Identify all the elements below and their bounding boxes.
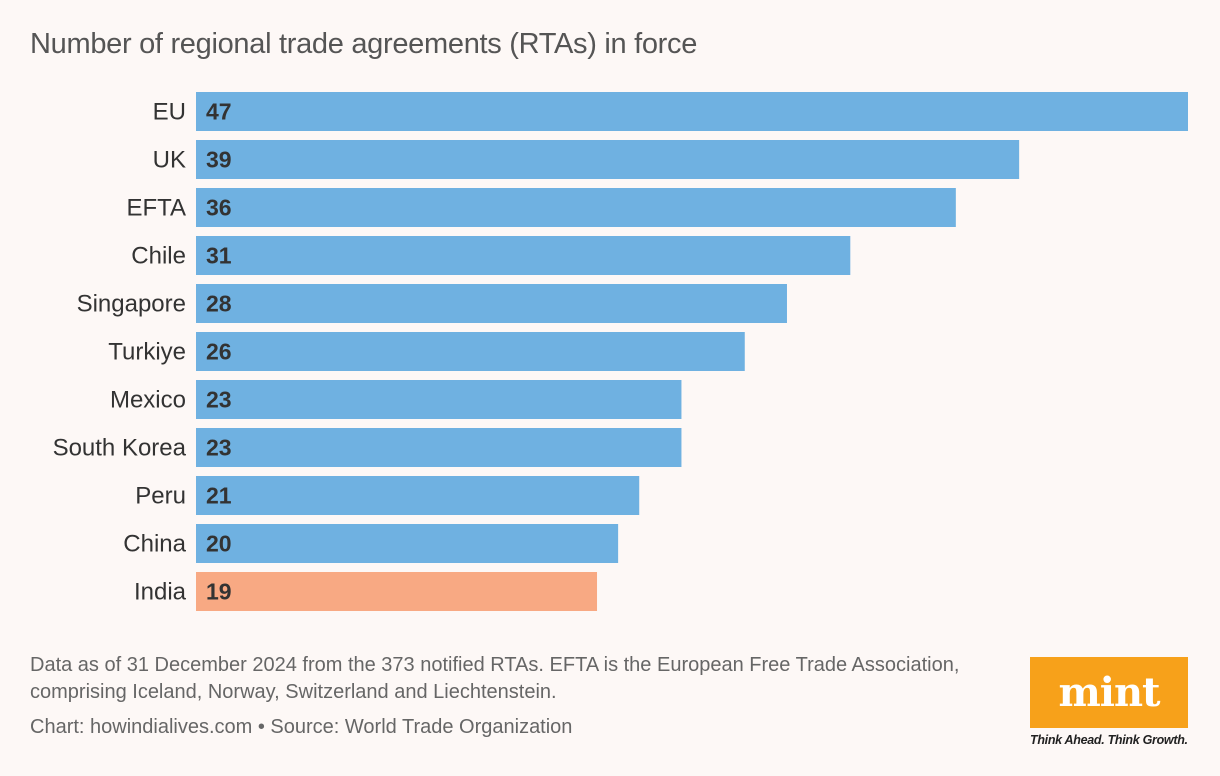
value-label-eu: 47 — [206, 99, 232, 125]
bar-south-korea — [196, 428, 682, 467]
bar-peru — [196, 476, 640, 515]
logo-tagline: Think Ahead. Think Growth. — [1030, 733, 1188, 747]
chart-title: Number of regional trade agreements (RTA… — [30, 28, 698, 60]
bar-efta — [196, 188, 956, 227]
value-label-mexico: 23 — [206, 387, 232, 413]
bar-china — [196, 524, 619, 563]
bar-chart: EU 47 UK 39 EFTA 36 Chile 31 Singapore 28 Turkiye 2… — [53, 92, 1188, 611]
bar-eu — [196, 92, 1188, 131]
bar-singapore — [196, 284, 787, 323]
value-label-singapore: 28 — [206, 291, 232, 317]
bar-uk — [196, 140, 1020, 179]
category-label-turkiye: Turkiye — [108, 339, 186, 366]
logo-text: mint — [1058, 668, 1160, 716]
value-label-uk: 39 — [206, 147, 232, 173]
bar-mexico — [196, 380, 682, 419]
value-label-south-korea: 23 — [206, 435, 232, 461]
chart-credit: Chart: howindialives.com • Source: World… — [30, 716, 573, 738]
category-label-peru: Peru — [135, 483, 186, 510]
category-label-efta: EFTA — [126, 195, 186, 222]
category-label-south-korea: South Korea — [53, 435, 187, 462]
value-label-peru: 21 — [206, 483, 232, 509]
category-label-uk: UK — [153, 147, 186, 174]
value-label-chile: 31 — [206, 243, 232, 269]
bar-turkiye — [196, 332, 745, 371]
mint-logo[interactable]: mint — [1030, 657, 1188, 728]
chart-note: Data as of 31 December 2024 from the 373… — [30, 654, 960, 703]
value-label-efta: 36 — [206, 195, 232, 221]
value-label-india: 19 — [206, 579, 232, 605]
bar-chile — [196, 236, 851, 275]
value-label-turkiye: 26 — [206, 339, 232, 365]
bar-india — [196, 572, 598, 611]
category-label-india: India — [134, 579, 187, 606]
value-label-china: 20 — [206, 531, 232, 557]
category-label-chile: Chile — [131, 243, 186, 270]
category-label-china: China — [123, 531, 186, 558]
category-label-eu: EU — [153, 99, 186, 126]
category-label-mexico: Mexico — [110, 387, 186, 414]
category-label-singapore: Singapore — [77, 291, 186, 318]
